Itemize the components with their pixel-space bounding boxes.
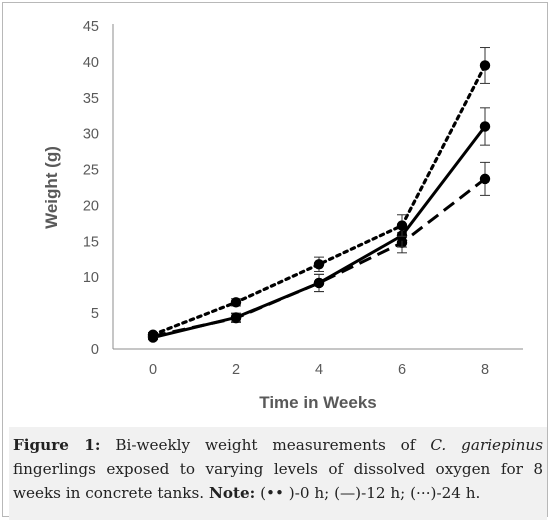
x-tick-label: 6 <box>398 362 406 378</box>
data-point <box>230 312 242 323</box>
y-tick-label: 45 <box>83 19 99 35</box>
legend-symbol-24h: (···) <box>410 484 437 502</box>
figure-caption: Figure 1: Bi-weekly weight measurements … <box>9 427 547 520</box>
x-axis-title: Time in Weeks <box>259 393 376 412</box>
caption-note-label: Note: <box>208 484 256 502</box>
x-tick-label: 8 <box>481 362 489 378</box>
caption-text-2: fingerlings exposed to varying levels of… <box>13 460 543 502</box>
data-point <box>479 60 491 71</box>
y-tick-label: 15 <box>83 234 99 250</box>
y-tick-label: 0 <box>91 342 99 358</box>
chart-axes: 0 5 10 15 20 25 30 35 40 45 0 2 4 6 8 <box>83 19 523 378</box>
data-point <box>313 277 325 289</box>
data-point <box>479 173 491 185</box>
series-line-0h <box>152 177 486 338</box>
legend-text-24h: -24 h. <box>436 484 481 502</box>
y-tick-label: 35 <box>83 91 99 107</box>
y-tick-label: 5 <box>91 306 99 322</box>
data-point <box>396 220 408 231</box>
series-line-24h <box>151 63 487 337</box>
data-point <box>479 121 491 132</box>
chart-series <box>147 47 491 343</box>
y-tick-label: 25 <box>83 163 99 179</box>
legend-text-12h: -12 h; <box>361 484 411 502</box>
x-tick-label: 2 <box>232 362 240 378</box>
y-tick-label: 10 <box>83 270 99 286</box>
x-tick-label: 0 <box>149 362 157 378</box>
data-point <box>313 259 325 270</box>
legend-symbol-0h: (•• ) <box>260 484 295 502</box>
y-axis-title: Weight (g) <box>42 146 61 229</box>
caption-text-1: Bi-weekly weight measurements of <box>100 436 431 454</box>
y-tick-label: 30 <box>83 127 99 143</box>
y-tick-label: 20 <box>83 198 99 214</box>
data-point <box>230 297 242 308</box>
caption-figure-label: Figure 1: <box>13 436 101 454</box>
legend-text-0h: -0 h; <box>294 484 335 502</box>
caption-species: C. gariepinus <box>430 436 543 454</box>
y-tick-label: 40 <box>83 55 99 71</box>
data-point <box>147 329 159 340</box>
series-12h <box>147 107 491 343</box>
legend-symbol-12h: (—) <box>334 484 362 502</box>
series-24h <box>147 47 491 340</box>
x-tick-label: 4 <box>315 362 323 378</box>
line-chart: 0 5 10 15 20 25 30 35 40 45 0 2 4 6 8 Weight (g) Time … <box>42 19 523 412</box>
